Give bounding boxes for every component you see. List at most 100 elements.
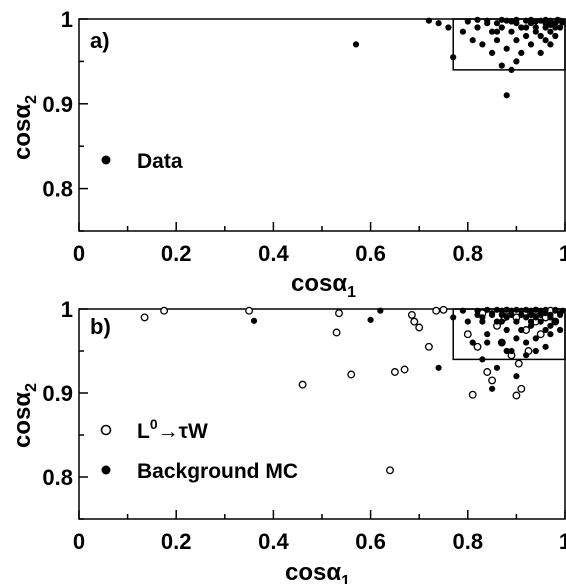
data-point bbox=[532, 18, 539, 25]
data-point bbox=[474, 16, 481, 23]
data-point bbox=[445, 24, 452, 31]
x-tick-label: 0.6 bbox=[355, 241, 386, 266]
x-axis-label: cosα1 bbox=[291, 270, 356, 301]
signal-point bbox=[410, 317, 419, 326]
data-point bbox=[547, 41, 554, 48]
y-tick-label: 1 bbox=[61, 7, 73, 32]
data-point bbox=[493, 28, 501, 35]
data-point bbox=[459, 28, 467, 35]
legend-marker-signal bbox=[100, 424, 112, 436]
legend-label-signal: L0→τW bbox=[137, 416, 208, 443]
data-point bbox=[513, 373, 520, 380]
data-point bbox=[503, 306, 510, 313]
data-point bbox=[522, 314, 530, 321]
signal-point bbox=[517, 384, 526, 393]
data-point bbox=[498, 24, 505, 31]
panel-a: 0 0.2 0.4 0.6 0.8 1 0.8 0.9 1 a) cosα1 cosα2 Dat… bbox=[9, 7, 566, 301]
signal-point bbox=[432, 306, 441, 315]
data-point bbox=[532, 24, 539, 31]
data-point bbox=[479, 41, 486, 48]
x-tick-label: 0.4 bbox=[258, 241, 289, 266]
data-point bbox=[547, 322, 554, 329]
data-point bbox=[503, 347, 510, 355]
data-point bbox=[552, 32, 559, 40]
data-point bbox=[493, 37, 501, 44]
signal-point bbox=[400, 365, 409, 374]
data-point bbox=[532, 314, 539, 321]
signal-point bbox=[488, 376, 497, 385]
data-point bbox=[552, 306, 559, 313]
x-tick-label: 0 bbox=[73, 529, 85, 554]
data-point bbox=[542, 16, 549, 23]
data-point bbox=[547, 28, 554, 35]
data-point bbox=[479, 356, 486, 363]
y-tick-label: 0.8 bbox=[42, 177, 73, 202]
data-point bbox=[503, 326, 510, 334]
signal-point bbox=[386, 466, 394, 475]
legend-label-data: Data bbox=[137, 150, 183, 173]
data-point bbox=[508, 311, 515, 319]
data-point bbox=[474, 311, 481, 319]
data-point bbox=[527, 318, 535, 325]
data-point bbox=[522, 339, 530, 346]
data-point bbox=[537, 49, 544, 57]
legend-marker-background bbox=[101, 465, 111, 475]
plot-frame bbox=[78, 308, 566, 520]
data-point bbox=[469, 339, 476, 346]
signal-point bbox=[335, 309, 343, 318]
axis-ticks bbox=[78, 308, 566, 520]
data-point bbox=[508, 28, 515, 35]
legend-marker-data bbox=[101, 155, 111, 165]
data-point bbox=[484, 331, 491, 338]
data-point bbox=[489, 385, 496, 392]
data-point bbox=[435, 20, 442, 27]
data-point bbox=[522, 352, 530, 359]
data-points bbox=[352, 16, 566, 99]
data-point bbox=[547, 21, 554, 29]
data-point bbox=[547, 331, 554, 338]
data-point bbox=[503, 45, 510, 52]
signal-point bbox=[514, 359, 523, 368]
signal-point bbox=[468, 390, 477, 399]
panel-label: b) bbox=[90, 314, 111, 339]
data-point bbox=[493, 20, 501, 27]
data-point bbox=[527, 311, 535, 319]
signal-point bbox=[463, 330, 472, 339]
x-tick-label: 0.8 bbox=[453, 241, 484, 266]
y-tick-label: 1 bbox=[61, 297, 73, 322]
data-point bbox=[522, 306, 530, 313]
signal-point bbox=[512, 391, 521, 400]
axis-ticks bbox=[78, 18, 566, 232]
data-point bbox=[498, 339, 505, 346]
data-point bbox=[493, 364, 501, 371]
data-point bbox=[503, 92, 510, 99]
data-point bbox=[518, 311, 525, 319]
data-point bbox=[513, 335, 520, 342]
data-point bbox=[479, 318, 486, 325]
data-point bbox=[532, 335, 539, 342]
data-point bbox=[537, 32, 544, 40]
legend: Data bbox=[101, 150, 183, 173]
data-point bbox=[537, 318, 544, 325]
x-tick-label: 0 bbox=[73, 241, 85, 266]
data-point bbox=[508, 18, 515, 25]
data-point bbox=[542, 326, 549, 334]
signal-point bbox=[407, 310, 416, 319]
data-point bbox=[484, 20, 491, 27]
signal-point bbox=[390, 368, 399, 376]
data-point bbox=[508, 66, 515, 73]
signal-point bbox=[424, 342, 433, 351]
signal-point bbox=[332, 328, 341, 337]
data-point bbox=[459, 307, 467, 314]
signal-point bbox=[439, 305, 448, 314]
data-point bbox=[513, 37, 520, 44]
data-point bbox=[498, 62, 505, 69]
data-point bbox=[552, 318, 559, 325]
signal-point bbox=[415, 323, 424, 332]
data-point bbox=[527, 41, 535, 48]
data-point bbox=[503, 314, 510, 321]
data-point bbox=[250, 317, 258, 324]
x-axis-label: cosα1 bbox=[285, 559, 350, 584]
data-point bbox=[532, 347, 539, 355]
data-point bbox=[522, 32, 530, 40]
